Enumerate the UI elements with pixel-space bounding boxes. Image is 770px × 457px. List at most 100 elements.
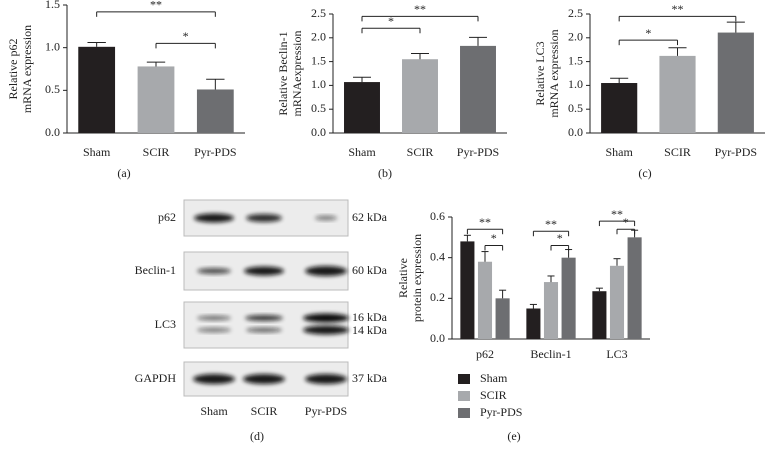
sig-label: * — [623, 215, 629, 229]
y-axis-label: mRNA expression — [20, 25, 34, 113]
x-tick-label: SCIR — [143, 145, 170, 159]
y-tick-label: 2.0 — [311, 30, 326, 44]
blot-band — [315, 215, 337, 221]
y-tick-label: 1.5 — [568, 53, 583, 67]
bar — [460, 45, 496, 133]
bar — [477, 261, 493, 339]
y-axis-label: mRNAexpression — [290, 31, 304, 117]
blot-band — [194, 213, 234, 223]
blot-band — [197, 268, 231, 274]
sig-label: ** — [672, 2, 684, 16]
x-tick-label: SCIR — [407, 145, 434, 159]
y-tick-label: 1.5 — [311, 53, 326, 67]
blot-kda-label: 37 kDa — [352, 371, 388, 385]
legend-swatch — [458, 391, 470, 401]
y-tick-label: 1.5 — [45, 0, 60, 11]
y-tick-label: 0.5 — [568, 101, 583, 115]
bar — [717, 32, 754, 134]
blot-band — [303, 325, 349, 335]
y-axis-label: Relative p62 — [6, 39, 20, 100]
blot-lane-label: Pyr-PDS — [305, 404, 347, 418]
panel-label: (d) — [250, 429, 264, 443]
panel-label: (a) — [117, 166, 130, 180]
bar — [627, 237, 642, 339]
x-tick-label: Sham — [348, 145, 376, 159]
legend-label: Pyr-PDS — [480, 405, 522, 419]
sig-label: ** — [611, 207, 623, 221]
x-tick-label: p62 — [476, 347, 494, 361]
y-axis-label: protein expression — [410, 234, 424, 322]
legend-label: Sham — [480, 371, 508, 385]
y-tick-label: 0.6 — [430, 209, 445, 223]
bar — [495, 298, 510, 339]
blot-band — [243, 374, 285, 384]
blot-band — [245, 315, 283, 321]
x-tick-label: LC3 — [606, 347, 627, 361]
blot-row-label: LC3 — [155, 317, 176, 331]
x-tick-label: Sham — [83, 145, 111, 159]
y-tick-label: 0.5 — [311, 101, 326, 115]
blot-band — [246, 214, 282, 222]
blot-row-label: Beclin-1 — [135, 263, 176, 277]
blot-band — [305, 266, 347, 276]
bar — [561, 257, 576, 339]
sig-label: * — [491, 231, 497, 245]
sig-label: * — [183, 29, 189, 43]
blot-row-label: GAPDH — [135, 371, 177, 385]
y-tick-label: 1.0 — [311, 77, 326, 91]
blot-row-label: p62 — [158, 210, 176, 224]
blot-kda-label: 60 kDa — [352, 263, 388, 277]
bar — [460, 241, 475, 339]
blot-band — [193, 374, 235, 384]
blot-band — [305, 374, 347, 384]
panel-label: (c) — [638, 166, 651, 180]
y-tick-label: 0.5 — [45, 82, 60, 96]
y-tick-label: 0.4 — [430, 249, 445, 263]
sig-label: * — [388, 14, 394, 28]
y-axis-label: Relative Beclin-1 — [276, 31, 290, 115]
x-tick-label: Beclin-1 — [530, 347, 571, 361]
y-axis-label: Relative LC3 — [533, 41, 547, 105]
panel-label: (e) — [507, 429, 520, 443]
bar — [543, 282, 559, 339]
sig-label: ** — [479, 215, 491, 229]
blot-band — [197, 315, 231, 321]
bar — [592, 291, 607, 339]
blot-strip — [183, 301, 349, 349]
bar — [78, 46, 116, 133]
sig-label: ** — [414, 2, 426, 16]
y-tick-label: 2.5 — [568, 6, 583, 20]
y-tick-label: 1.0 — [568, 77, 583, 91]
blot-band — [197, 327, 231, 333]
sig-label: ** — [150, 0, 162, 12]
x-tick-label: Sham — [605, 145, 633, 159]
y-axis-label: mRNA expression — [547, 29, 561, 117]
blot-band — [246, 327, 282, 333]
bar — [402, 59, 438, 133]
blot-lane-label: Sham — [200, 404, 228, 418]
legend-swatch — [458, 374, 470, 384]
y-axis-label: Relative — [396, 258, 410, 298]
legend-label: SCIR — [480, 388, 507, 402]
bar — [137, 66, 175, 133]
legend-swatch — [458, 408, 470, 418]
sig-label: * — [645, 26, 651, 40]
y-tick-label: 1.0 — [45, 39, 60, 53]
sig-label: ** — [545, 217, 557, 231]
bar — [601, 83, 638, 133]
sig-label: * — [557, 231, 563, 245]
blot-band — [244, 266, 284, 276]
bar — [526, 308, 541, 339]
y-tick-label: 0.0 — [45, 125, 60, 139]
x-tick-label: Pyr-PDS — [715, 145, 757, 159]
blot-kda-label: 14 kDa — [352, 323, 388, 337]
bar — [659, 55, 696, 133]
bar — [344, 82, 380, 133]
x-tick-label: Pyr-PDS — [457, 145, 499, 159]
y-tick-label: 2.0 — [568, 30, 583, 44]
blot-lane-label: SCIR — [251, 404, 278, 418]
y-tick-label: 0.0 — [430, 331, 445, 345]
y-tick-label: 0.2 — [430, 290, 445, 304]
blot-band — [303, 313, 349, 323]
